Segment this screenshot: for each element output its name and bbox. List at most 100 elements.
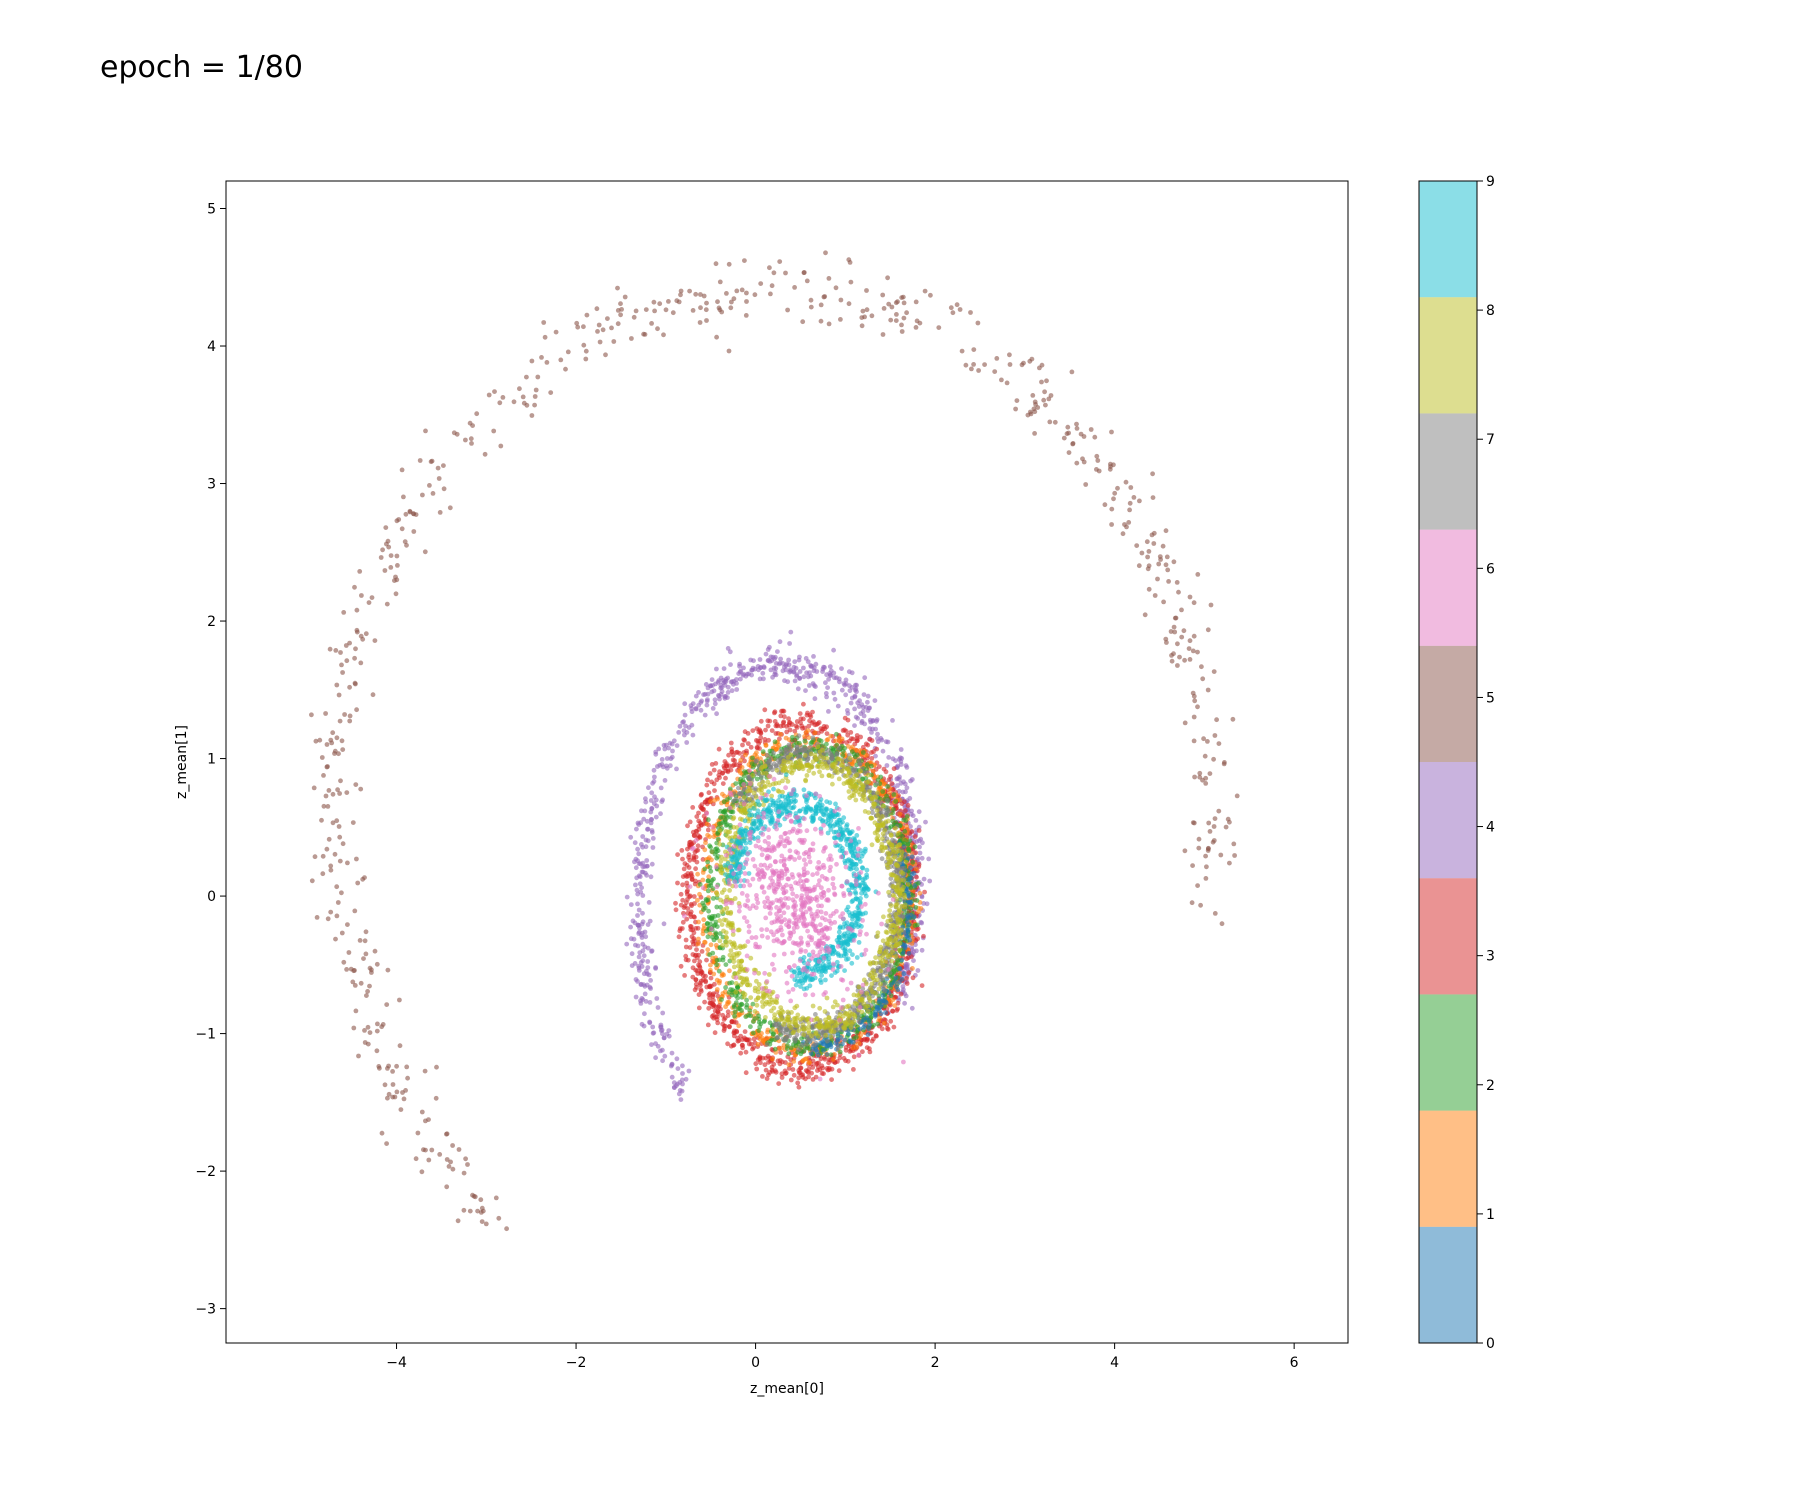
data-point [558, 357, 564, 363]
data-point [876, 764, 882, 769]
data-point [815, 1033, 821, 1039]
data-point [474, 411, 480, 417]
data-point [712, 1030, 718, 1036]
data-point [553, 329, 559, 335]
data-point [846, 301, 852, 307]
data-point [912, 923, 918, 928]
data-point [339, 738, 345, 744]
data-point [791, 1072, 797, 1078]
data-point [707, 952, 712, 958]
data-point [319, 817, 324, 823]
data-point [705, 827, 711, 833]
data-point [367, 965, 373, 971]
data-point [679, 848, 685, 853]
data-point [1212, 733, 1218, 738]
data-point [685, 823, 690, 829]
data-point [910, 966, 915, 971]
data-point [704, 782, 710, 788]
data-point [710, 994, 716, 999]
data-point [726, 348, 732, 354]
data-point [1195, 572, 1201, 577]
data-point [678, 1097, 684, 1102]
data-point [914, 948, 919, 954]
data-point [914, 898, 920, 903]
data-point [650, 845, 656, 850]
data-point [1081, 459, 1087, 465]
data-point [344, 658, 350, 664]
data-point [504, 1226, 509, 1232]
data-point [1218, 852, 1224, 858]
data-point [1216, 808, 1222, 814]
data-point [325, 916, 331, 922]
data-point [890, 938, 895, 944]
data-point [897, 934, 903, 940]
data-point [584, 312, 590, 318]
data-point [706, 883, 712, 889]
data-point [690, 308, 696, 313]
data-point [326, 788, 332, 793]
data-point [636, 954, 642, 960]
data-point [859, 720, 865, 726]
data-point [704, 318, 709, 323]
data-point [777, 259, 783, 264]
data-point [889, 958, 895, 964]
data-point [1150, 495, 1156, 500]
data-point [1013, 406, 1018, 412]
data-point [738, 668, 744, 674]
data-point [428, 459, 434, 465]
data-point [693, 981, 699, 987]
data-point [869, 750, 874, 755]
data-point [848, 730, 854, 735]
data-point [894, 862, 899, 868]
data-point [726, 752, 731, 758]
figure-title: epoch = 1/80 [100, 50, 303, 85]
data-point [811, 770, 817, 776]
data-point [1186, 646, 1192, 651]
data-point [1191, 693, 1197, 699]
data-point [755, 1042, 761, 1047]
data-point [899, 329, 905, 334]
data-point [916, 809, 922, 815]
data-point [647, 918, 653, 924]
data-point [898, 747, 904, 752]
data-point [907, 937, 913, 943]
data-point [838, 297, 844, 303]
data-point [760, 749, 766, 754]
data-point [836, 735, 842, 741]
data-point [413, 1156, 419, 1162]
data-point [885, 865, 891, 871]
data-point [859, 997, 865, 1003]
data-point [361, 956, 366, 961]
data-point [651, 767, 657, 773]
data-point [687, 288, 692, 294]
data-point [912, 883, 917, 888]
data-point [804, 670, 809, 676]
data-point [722, 682, 728, 688]
data-point [902, 945, 908, 951]
data-point [919, 855, 925, 861]
data-point [864, 1015, 869, 1021]
data-point [649, 861, 655, 867]
data-point [639, 1021, 645, 1027]
data-point [886, 889, 891, 895]
data-point [686, 854, 691, 860]
data-point [683, 944, 689, 950]
data-point [850, 1039, 856, 1045]
data-point [426, 1157, 432, 1163]
data-point [802, 734, 807, 739]
data-point [762, 707, 768, 713]
data-point [364, 993, 369, 998]
data-point [399, 467, 405, 473]
data-point [705, 691, 711, 697]
data-point [339, 662, 344, 668]
data-point [1161, 599, 1166, 605]
data-point [824, 1043, 830, 1049]
data-point [644, 858, 650, 863]
data-point [816, 730, 821, 736]
data-point [1216, 741, 1222, 746]
data-point [670, 310, 676, 316]
data-point [372, 638, 378, 643]
data-point [1177, 654, 1182, 660]
data-point [741, 665, 746, 671]
data-point [643, 837, 649, 843]
